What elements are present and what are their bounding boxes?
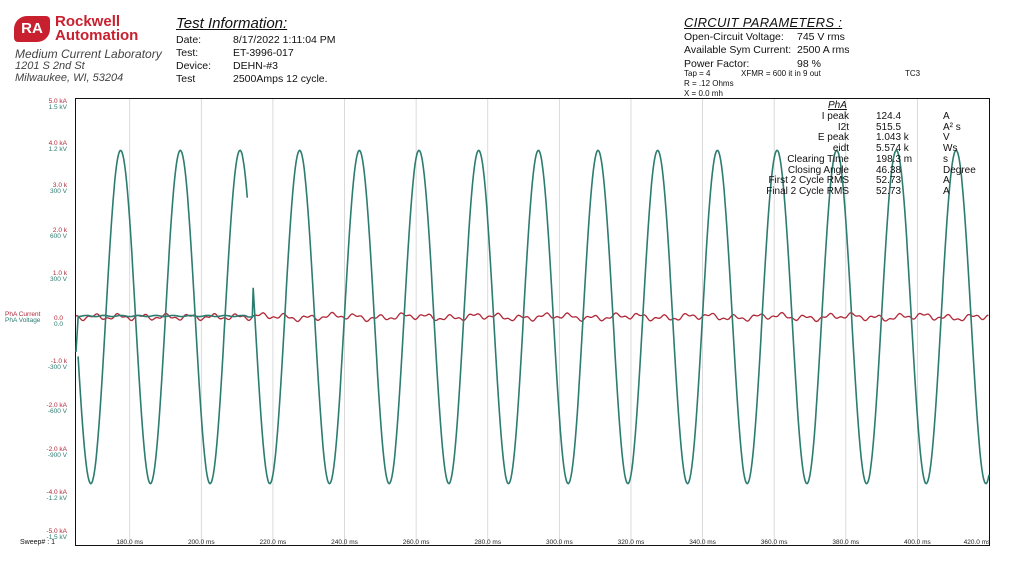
test-value-device: DEHN-#3 [233,60,278,72]
y-tick-label-voltage: -900 V [48,452,68,459]
y-tick-label-voltage: 300 V [50,188,68,195]
stat-unit: A [943,185,950,197]
circuit-label-sym: Available Sym Current: [684,44,792,56]
stat-label: Closing Angle [787,164,849,176]
stats-title: PhA [828,100,847,111]
x-tick-label: 420.0 ms [964,539,991,546]
y-tick-label-current: 5.0 kA [49,98,68,105]
test-label-desc: Test [176,73,196,85]
company-logo-text: Rockwell Automation [55,13,139,44]
stat-unit: s [943,153,948,165]
x-tick-label: 340.0 ms [689,539,716,546]
stat-label: Clearing Time [787,153,849,165]
series-label-current: PhA Current [5,311,41,318]
stat-label: E peak [817,132,849,144]
test-info-title: Test Information: [176,15,288,32]
y-tick-label-current: 3.0 k [53,182,68,189]
circuit-x: X = 0.0 mh [684,89,723,98]
y-tick-label-current: -2.0 kA [46,446,67,453]
y-tick-label-voltage: 300 V [50,276,68,283]
circuit-tap: Tap = 4 [684,69,711,78]
x-tick-label: 180.0 ms [116,539,143,546]
stat-value: 52.73 [876,185,902,197]
test-label-test: Test: [176,47,199,59]
x-tick-label: 300.0 ms [546,539,573,546]
x-tick-label: 380.0 ms [832,539,859,546]
x-tick-label: 360.0 ms [761,539,788,546]
y-tick-label-voltage: 1.5 kV [49,104,68,111]
y-tick-label-voltage: 0.0 [54,321,63,328]
stat-value: 52.73 [876,175,902,187]
x-tick-label: 320.0 ms [618,539,645,546]
y-tick-label-current: -1.0 k [51,358,68,365]
stat-label: I peak [821,111,849,122]
test-value-date: 8/17/2022 1:11:04 PM [233,34,336,46]
stat-unit: A [943,111,950,122]
circuit-params-title: CIRCUIT PARAMETERS : [684,15,843,30]
stat-label: eidt [832,143,849,155]
x-tick-label: 400.0 ms [904,539,931,546]
test-label-device: Device: [176,60,212,72]
stat-unit: Ws [943,143,958,155]
y-tick-label-voltage: 600 V [50,233,68,240]
test-value-test: ET-3996-017 [233,47,294,59]
lab-name: Medium Current Laboratory [15,47,162,61]
lab-address2: Milwaukee, WI, 53204 [15,72,124,84]
test-label-date: Date: [176,34,202,46]
circuit-label-ocv: Open-Circuit Voltage: [684,31,784,43]
stat-unit: Degree [943,164,976,176]
circuit-label-pf: Power Factor: [684,58,750,70]
x-tick-label: 280.0 ms [474,539,501,546]
y-tick-label-voltage: -1.5 kV [46,534,67,541]
stat-value: 124.4 [876,111,902,122]
y-tick-label-current: 2.0 k [53,227,68,234]
logo-line2: Automation [55,27,139,44]
voltage-trace [75,149,990,485]
x-tick-label: 240.0 ms [331,539,358,546]
logo-badge: RA [14,16,50,42]
lab-info: Medium Current Laboratory 1201 S 2nd St … [15,48,162,84]
y-tick-label-voltage: -300 V [48,364,68,371]
stat-value: 198.3 m [876,153,913,165]
y-tick-label-voltage: -600 V [48,408,68,415]
x-tick-label: 200.0 ms [188,539,215,546]
stat-label: I2t [837,121,849,133]
stat-value: 1.043 k [876,132,909,144]
y-tick-label-current: 1.0 k [53,270,68,277]
stat-unit: A [943,175,950,187]
y-tick-label-current: 0.0 [54,315,63,322]
stat-value: 515.5 [876,121,902,133]
series-label-voltage: PhA Voltage [5,317,41,324]
stat-value: 46.38 [876,164,902,176]
y-tick-label-voltage: -1.2 kV [46,495,67,502]
y-tick-label-current: -2.0 kA [46,402,67,409]
voltage-trace-early [77,149,249,485]
stat-label: Final 2 Cycle RMS [766,185,849,197]
circuit-value-pf: 98 % [797,58,821,70]
stat-value: 5.574 k [876,143,909,155]
test-value-desc: 2500Amps 12 cycle. [233,73,328,85]
y-tick-label-current: -5.0 kA [46,528,67,535]
circuit-xfmr: XFMR = 600 it in 9 out [741,69,821,78]
circuit-r: R = .12 Ohms [684,79,734,88]
sweep-label: Sweep# : 1 [20,539,56,546]
stat-unit: V [943,132,950,144]
logo-line1: Rockwell [55,13,121,30]
stat-unit: A² s [943,121,961,133]
plot-frame [75,98,990,546]
y-tick-label-voltage: 1.2 kV [49,146,68,153]
x-tick-label: 220.0 ms [260,539,287,546]
y-tick-label-current: 4.0 kA [49,140,68,147]
circuit-tc: TC3 [905,69,921,78]
circuit-value-ocv: 745 V rms [797,31,845,43]
x-tick-label: 260.0 ms [403,539,430,546]
lab-address1: 1201 S 2nd St [15,60,85,72]
stat-label: First 2 Cycle RMS [768,175,849,187]
circuit-value-sym: 2500 A rms [797,44,850,56]
current-trace [76,311,989,323]
y-tick-label-current: -4.0 kA [46,489,67,496]
